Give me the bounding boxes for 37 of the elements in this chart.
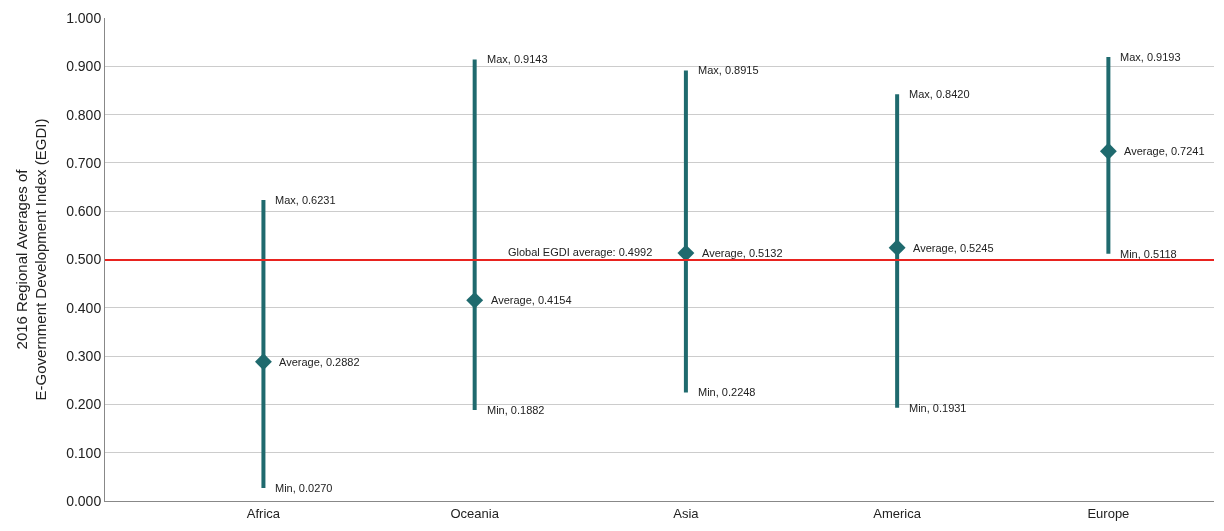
y-tick-label: 1.000 <box>66 9 102 26</box>
annotation: Min, 0.1882 <box>487 404 545 416</box>
point <box>1099 142 1117 160</box>
y-tick-label: 0.800 <box>66 106 102 123</box>
x-tick-label: Europe <box>1087 505 1130 521</box>
point <box>254 353 272 371</box>
point <box>466 291 484 309</box>
y-tick-label: 0.100 <box>66 444 102 461</box>
annotation: Min, 0.2248 <box>698 386 756 398</box>
y-tick-label: 0.700 <box>66 154 102 171</box>
annotation: Max, 0.9193 <box>1120 51 1181 63</box>
point <box>888 239 906 257</box>
data-label: Average, 0.2882 <box>279 356 360 368</box>
y-tick-label: 0.300 <box>66 348 102 364</box>
y-tick-label: 0.200 <box>66 396 102 413</box>
x-tick-label: Oceania <box>450 505 500 521</box>
annotation: Max, 0.9143 <box>487 53 548 65</box>
data-label: Average, 0.4154 <box>491 294 572 306</box>
annotation: Max, 0.6231 <box>275 194 336 206</box>
data-label: Average, 0.7241 <box>1124 145 1205 157</box>
annotation: Min, 0.5118 <box>1120 248 1177 260</box>
ref-line-label: Global EGDI average: 0.4992 <box>508 246 653 258</box>
data-label: Average, 0.5245 <box>913 242 994 254</box>
y-tick-label: 0.500 <box>66 251 102 268</box>
x-tick-label: America <box>873 505 922 521</box>
annotation: Min, 0.1931 <box>909 402 967 414</box>
y-tick-label: 0.000 <box>66 492 102 509</box>
y-tick-label: 0.900 <box>66 58 102 75</box>
y-tick-label: 0.600 <box>66 203 102 220</box>
y-tick-label: 0.400 <box>66 299 102 316</box>
data-label: Average, 0.5132 <box>702 247 783 259</box>
y-axis-title: 2016 Regional Averages of E-Government Development Index (EGDI) <box>12 118 50 401</box>
annotation: Min, 0.0270 <box>275 482 333 494</box>
annotation: Max, 0.8420 <box>909 88 970 100</box>
x-tick-label: Asia <box>673 505 700 521</box>
x-tick-label: Africa <box>246 505 281 521</box>
annotation: Max, 0.8915 <box>698 64 759 76</box>
